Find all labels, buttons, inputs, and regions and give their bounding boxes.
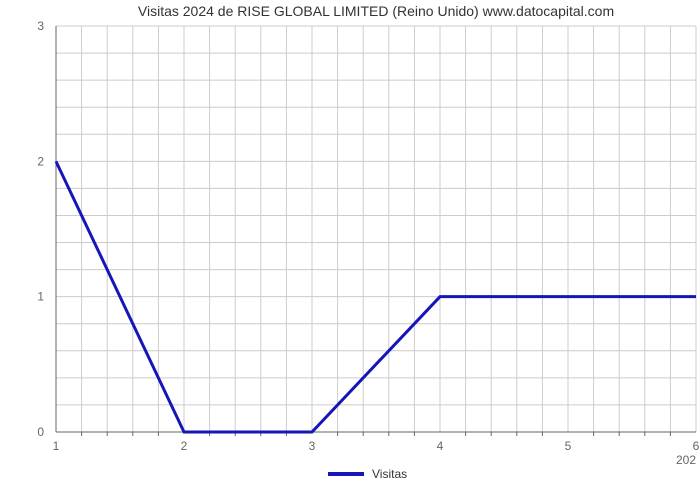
y-tick-label: 0	[37, 425, 44, 439]
x-tick-label: 1	[53, 439, 60, 453]
legend-label: Visitas	[372, 467, 407, 481]
y-axis: 0 1 2 3	[37, 19, 56, 439]
footer-text: 202	[676, 453, 696, 467]
x-tick-label: 6	[693, 439, 700, 453]
grid-vertical	[56, 26, 696, 432]
chart-title: Visitas 2024 de RISE GLOBAL LIMITED (Rei…	[138, 3, 614, 19]
y-tick-label: 2	[37, 154, 44, 168]
y-tick-label: 3	[37, 19, 44, 33]
x-tick-label: 3	[309, 439, 316, 453]
y-tick-label: 1	[37, 290, 44, 304]
grid-horizontal	[56, 26, 696, 432]
x-tick-label: 5	[565, 439, 572, 453]
line-chart: Visitas 2024 de RISE GLOBAL LIMITED (Rei…	[0, 0, 700, 500]
x-axis: 1 2 3 4 5 6	[53, 432, 700, 453]
legend: Visitas	[328, 467, 407, 481]
chart-container: Visitas 2024 de RISE GLOBAL LIMITED (Rei…	[0, 0, 700, 500]
x-tick-label: 2	[181, 439, 188, 453]
x-tick-label: 4	[437, 439, 444, 453]
